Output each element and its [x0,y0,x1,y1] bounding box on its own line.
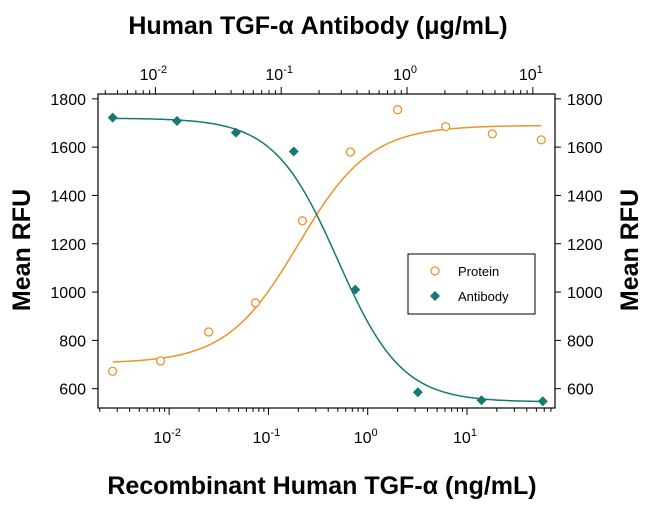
y-tick-label-right: 1200 [567,237,603,254]
x-top-tick-label-exponent: 0 [411,64,417,76]
protein-data-point [250,298,261,308]
legend: Protein Antibody [407,253,536,315]
x-bottom-tick-label: 10-2 [153,427,181,447]
y-axis-title-left: Mean RFU [8,189,36,311]
x-top-tick-label-base: 10 [140,67,158,84]
x-top-tick-label-exponent: 1 [537,64,543,76]
antibody-data-point [350,284,361,295]
y-tick-label-right: 800 [567,333,594,350]
x-bottom-tick-label: 10-1 [253,427,281,447]
legend-antibody-marker [430,291,440,301]
antibody-data-point [230,127,241,138]
plot-frame [97,93,556,409]
y-tick-label-left: 1800 [50,92,86,109]
x-top-tick-label-exponent: -1 [283,64,293,76]
x-top-tick-label-exponent: -2 [157,64,167,76]
legend-protein-label: Protein [458,264,499,279]
protein-fit-curve [112,124,542,363]
x-top-tick-label-base: 10 [265,67,283,84]
y-tick-label-right: 1000 [567,285,603,302]
protein-data-point [204,327,214,337]
x-top-tick-label: 100 [393,64,417,84]
y-tick-label-right: 1400 [567,188,603,205]
x-bottom-tick-label-base: 10 [354,430,372,447]
y-tick-label-left: 1000 [50,285,86,302]
protein-data-point [392,105,403,115]
y-tick-label-left: 800 [59,333,86,350]
x-bottom-tick-label-exponent: 0 [372,427,378,439]
y-tick-label-right: 600 [567,382,594,399]
x-top-tick-label: 101 [519,64,543,84]
legend-box [407,253,536,315]
x-bottom-tick-label-exponent: 1 [471,427,477,439]
protein-data-point [536,135,546,145]
protein-data-point [155,356,166,366]
y-tick-label-left: 1200 [50,237,86,254]
protein-data-point [108,366,118,376]
y-tick-label-right: 1800 [567,92,603,109]
antibody-data-point [412,387,423,398]
x-top-tick-label-base: 10 [519,67,537,84]
x-top-tick-label: 10-1 [265,64,293,84]
antibody-data-point [476,395,487,406]
x-top-tick-label: 10-2 [140,64,168,84]
x-bottom-tick-label: 100 [354,427,378,447]
data-points [107,105,548,407]
antibody-data-point [107,112,118,123]
protein-data-point [297,216,308,226]
x-bottom-tick-label-base: 10 [453,430,471,447]
antibody-data-point [537,396,548,407]
x-bottom-tick-label-base: 10 [153,430,171,447]
legend-protein-marker [430,266,440,276]
protein-data-point [441,121,451,132]
y-tick-label-right: 1600 [567,140,603,157]
x-bottom-tick-label-exponent: -2 [171,427,181,439]
x-top-tick-label-base: 10 [393,67,411,84]
antibody-data-point [172,116,183,127]
antibody-data-point [288,146,299,157]
x-axis-title: Recombinant Human TGF-α (ng/mL) [107,472,536,500]
y-tick-label-left: 1400 [50,188,86,205]
y-tick-label-left: 600 [59,382,86,399]
x-bottom-tick-label: 101 [453,427,477,447]
y-axis-title-right: Mean RFU [616,189,644,311]
fit-curves [112,117,543,403]
protein-data-point [487,129,497,139]
antibody-fit-curve [112,117,543,403]
x-bottom-tick-label-exponent: -1 [270,427,280,439]
y-tick-label-left: 1600 [50,140,86,157]
top-axis-title: Human TGF-α Antibody (μg/mL) [128,12,507,40]
protein-data-point [345,147,356,157]
legend-antibody-label: Antibody [458,289,509,304]
x-bottom-tick-label-base: 10 [253,430,271,447]
